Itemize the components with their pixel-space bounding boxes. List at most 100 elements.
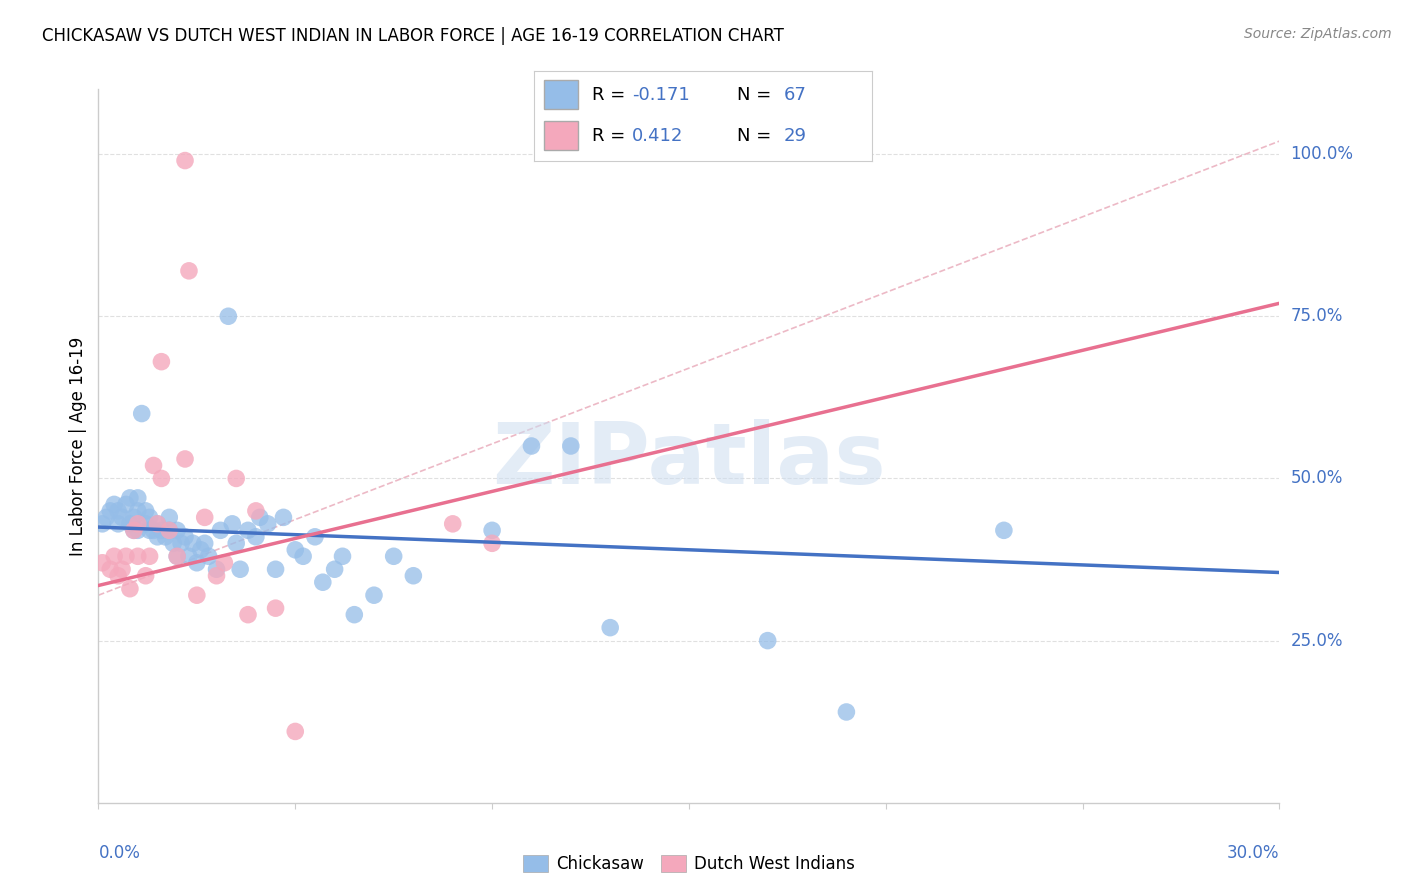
Legend: Chickasaw, Dutch West Indians: Chickasaw, Dutch West Indians — [516, 848, 862, 880]
Point — [382, 549, 405, 564]
Point — [127, 491, 149, 505]
Point — [264, 601, 287, 615]
Point — [229, 562, 252, 576]
Point — [155, 530, 177, 544]
Point — [107, 568, 129, 582]
Point — [122, 524, 145, 538]
Point — [122, 510, 145, 524]
Point — [292, 549, 315, 564]
FancyBboxPatch shape — [544, 121, 578, 150]
Point — [273, 510, 295, 524]
Point — [138, 549, 160, 564]
Point — [107, 504, 129, 518]
Text: Source: ZipAtlas.com: Source: ZipAtlas.com — [1244, 27, 1392, 41]
Text: R =: R = — [592, 86, 631, 103]
Point — [118, 491, 141, 505]
Point — [194, 536, 217, 550]
Point — [194, 510, 217, 524]
Point — [323, 562, 346, 576]
Text: 25.0%: 25.0% — [1291, 632, 1343, 649]
Point — [174, 530, 197, 544]
Point — [221, 516, 243, 531]
Point — [312, 575, 335, 590]
Point — [122, 524, 145, 538]
Point — [256, 516, 278, 531]
Point — [103, 549, 125, 564]
Point — [142, 458, 165, 473]
Point — [150, 471, 173, 485]
Point — [98, 504, 121, 518]
Point — [103, 497, 125, 511]
Point — [157, 524, 180, 538]
Point — [111, 510, 134, 524]
Point — [217, 310, 239, 324]
Point — [304, 530, 326, 544]
Point — [118, 516, 141, 531]
Point — [481, 536, 503, 550]
Point — [205, 562, 228, 576]
Point — [142, 524, 165, 538]
Y-axis label: In Labor Force | Age 16-19: In Labor Force | Age 16-19 — [69, 336, 87, 556]
Point — [166, 549, 188, 564]
Point — [174, 452, 197, 467]
Point — [284, 724, 307, 739]
Text: 67: 67 — [785, 86, 807, 103]
Text: 29: 29 — [785, 127, 807, 145]
Point — [520, 439, 543, 453]
Point — [560, 439, 582, 453]
Text: CHICKASAW VS DUTCH WEST INDIAN IN LABOR FORCE | AGE 16-19 CORRELATION CHART: CHICKASAW VS DUTCH WEST INDIAN IN LABOR … — [42, 27, 785, 45]
Point — [249, 510, 271, 524]
Point — [127, 504, 149, 518]
Point — [177, 264, 200, 278]
Point — [174, 153, 197, 168]
Point — [170, 536, 193, 550]
Point — [402, 568, 425, 582]
Point — [91, 556, 114, 570]
Point — [264, 562, 287, 576]
Point — [441, 516, 464, 531]
FancyBboxPatch shape — [544, 80, 578, 109]
Text: 50.0%: 50.0% — [1291, 469, 1343, 487]
Text: -0.171: -0.171 — [633, 86, 690, 103]
Point — [91, 516, 114, 531]
Point — [115, 549, 138, 564]
Point — [166, 549, 188, 564]
Point — [135, 504, 157, 518]
Point — [131, 407, 153, 421]
Point — [214, 556, 236, 570]
Point — [332, 549, 354, 564]
Point — [236, 524, 259, 538]
Point — [236, 607, 259, 622]
Point — [993, 524, 1015, 538]
Point — [186, 588, 208, 602]
Text: R =: R = — [592, 127, 631, 145]
Text: N =: N = — [737, 86, 776, 103]
Point — [205, 568, 228, 582]
Point — [96, 510, 118, 524]
Point — [157, 510, 180, 524]
Point — [115, 497, 138, 511]
Text: ZIPatlas: ZIPatlas — [492, 418, 886, 502]
Point — [135, 568, 157, 582]
Text: 30.0%: 30.0% — [1227, 845, 1279, 863]
Point — [181, 536, 204, 550]
Text: 0.0%: 0.0% — [98, 845, 141, 863]
Point — [146, 530, 169, 544]
Point — [197, 549, 219, 564]
Point — [138, 510, 160, 524]
Text: 100.0%: 100.0% — [1291, 145, 1354, 163]
Point — [166, 524, 188, 538]
Point — [835, 705, 858, 719]
Point — [138, 524, 160, 538]
Point — [190, 542, 212, 557]
Point — [162, 536, 184, 550]
Point — [127, 524, 149, 538]
Point — [111, 562, 134, 576]
Point — [146, 516, 169, 531]
Point — [363, 588, 385, 602]
Point — [127, 549, 149, 564]
Point — [186, 556, 208, 570]
Point — [245, 530, 267, 544]
Point — [177, 549, 200, 564]
Point — [98, 562, 121, 576]
